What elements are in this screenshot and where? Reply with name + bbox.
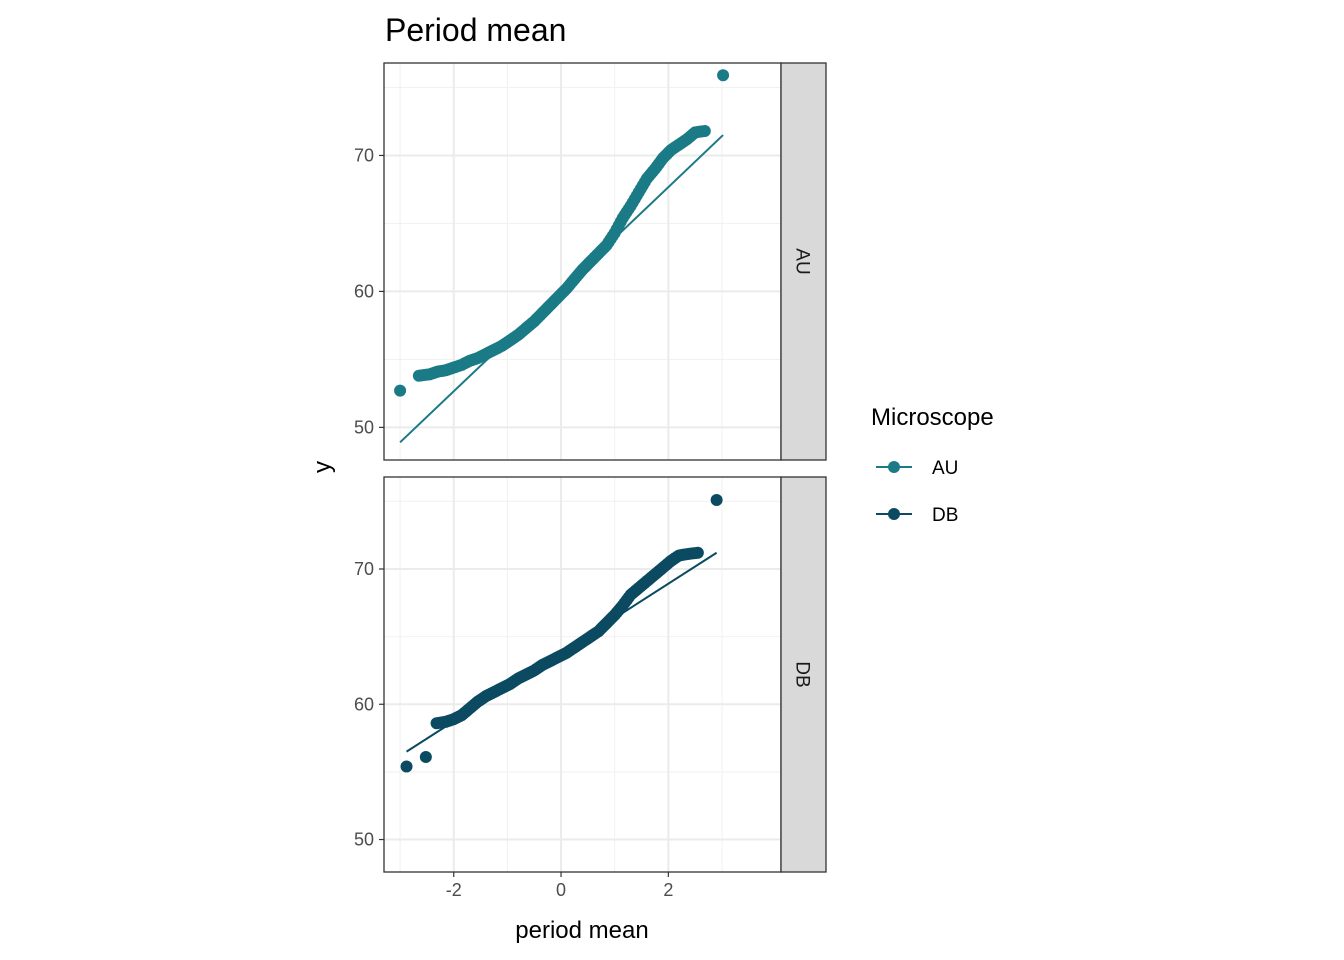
facet-panel-au: 50 60 70 AU (354, 62, 827, 461)
legend-label: DB (932, 505, 958, 526)
legend-title: Microscope (871, 404, 994, 431)
chart-title: Period mean (385, 12, 566, 48)
legend-label: AU (932, 458, 958, 479)
legend-key-point (888, 508, 900, 520)
x-axis: -2 0 2 (446, 872, 673, 900)
facet-strip-label: AU (792, 248, 813, 274)
gridlines (384, 63, 781, 460)
data-point (691, 546, 704, 559)
y-tick-label: 70 (354, 559, 374, 579)
panel-background (384, 477, 781, 872)
data-point (419, 751, 432, 764)
legend-item-db: DB (876, 505, 958, 526)
data-point (394, 384, 407, 397)
y-tick-label: 70 (354, 145, 374, 165)
facet-strip (780, 62, 827, 461)
facet-strip-label: DB (792, 661, 813, 687)
y-tick-label: 50 (354, 830, 374, 850)
legend-key-point (888, 461, 900, 473)
legend-item-au: AU (876, 458, 958, 479)
data-point (717, 69, 730, 82)
y-tick-label: 60 (354, 281, 374, 301)
x-tick-label: 2 (663, 880, 673, 900)
y-tick-label: 50 (354, 417, 374, 437)
facet-strip (780, 476, 827, 873)
data-point (710, 493, 723, 506)
x-tick-label: -2 (446, 880, 462, 900)
data-point (698, 124, 711, 137)
legend: Microscope AU DB (871, 404, 994, 526)
y-axis-title: y (309, 461, 336, 473)
x-axis-title: period mean (515, 917, 648, 944)
series-points-db (400, 493, 723, 773)
x-tick-label: 0 (556, 880, 566, 900)
y-tick-label: 60 (354, 694, 374, 714)
data-point (400, 760, 413, 773)
series-points-au (394, 69, 730, 397)
gridlines (384, 477, 781, 872)
facet-panel-db: 50 60 70 DB (354, 476, 827, 873)
